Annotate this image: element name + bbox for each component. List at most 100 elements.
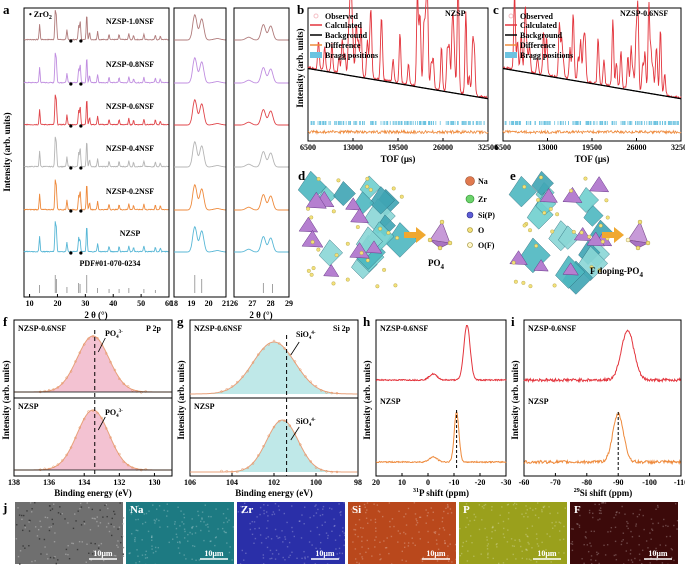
tick-label: 40 <box>109 299 117 308</box>
atom-legend: Na Zr Si(P) O O(F) <box>465 176 495 250</box>
panel-i-ylabel: Intensity (arb. units) <box>510 360 520 439</box>
data-point <box>126 463 130 467</box>
speckle <box>144 557 147 559</box>
data-point <box>320 468 323 472</box>
pdf-label: PDF#01-070-0234 <box>80 259 141 268</box>
panel-a-xlabel-right: 2 θ (°) <box>249 310 272 320</box>
speckle <box>656 504 659 507</box>
speckle <box>326 537 329 539</box>
speckle <box>266 527 268 529</box>
scale-label: 10μm <box>315 549 335 558</box>
speckle <box>638 513 640 516</box>
data-point <box>52 388 55 391</box>
speckle <box>492 557 494 560</box>
speckle <box>634 557 636 560</box>
speckle <box>626 525 628 527</box>
oxygen-atom <box>569 188 574 193</box>
speckle <box>362 527 364 529</box>
speckle <box>151 545 153 547</box>
speckle <box>614 526 617 529</box>
oxygen-atom <box>600 239 605 244</box>
speckle <box>197 510 199 513</box>
speckle <box>195 559 197 561</box>
speckle <box>154 522 156 524</box>
speckle <box>183 523 185 525</box>
speckle <box>405 513 407 515</box>
peak-fill <box>190 342 358 394</box>
speckle <box>195 525 198 528</box>
data-point <box>96 336 99 340</box>
panel-f-tag: P 2p <box>146 324 161 333</box>
legend-observed-marker <box>508 13 514 19</box>
speckle <box>425 522 427 524</box>
speckle <box>375 536 377 538</box>
speckle <box>451 561 453 563</box>
speckle <box>68 557 71 560</box>
speckle <box>313 515 315 517</box>
speckle <box>51 518 53 521</box>
speckle <box>291 526 293 529</box>
speckle <box>418 531 420 533</box>
speckle <box>227 508 229 510</box>
speckle <box>155 550 157 553</box>
speckle <box>407 507 410 510</box>
data-point <box>74 436 77 440</box>
speckle <box>21 518 23 520</box>
speckle <box>129 552 131 554</box>
oxygen-atom <box>391 186 396 191</box>
speckle <box>389 520 391 523</box>
speckle <box>328 507 331 509</box>
speckle <box>388 552 390 555</box>
speckle <box>635 525 637 527</box>
scale-label: 10μm <box>648 549 668 558</box>
speckle <box>507 529 509 531</box>
speckle <box>559 539 561 541</box>
speckle <box>262 563 265 565</box>
speckle <box>191 527 193 529</box>
speckle <box>507 503 510 506</box>
speckle <box>67 544 69 547</box>
legend-background: Background <box>325 31 368 40</box>
speckle <box>600 512 602 515</box>
speckle <box>484 503 487 506</box>
speckle <box>106 515 108 518</box>
tick-label: 60 <box>165 299 173 308</box>
speckle <box>597 552 600 555</box>
speckle <box>265 511 268 513</box>
speckle <box>543 506 545 509</box>
speckle <box>253 521 256 523</box>
oxygen-atom <box>521 280 526 285</box>
data-point <box>246 466 249 470</box>
oxygen-atom <box>393 283 398 288</box>
speckle <box>525 512 527 514</box>
speckle <box>419 538 422 540</box>
speckle <box>520 545 522 548</box>
data-point <box>104 427 108 430</box>
speckle <box>240 505 242 508</box>
speckle <box>572 528 574 530</box>
panel-i-bottom-label: NZSP <box>528 397 549 406</box>
speckle <box>183 513 185 515</box>
speckle <box>607 531 609 533</box>
speckle <box>374 546 376 548</box>
speckle <box>442 527 445 529</box>
speckle <box>217 528 219 530</box>
speckle <box>189 531 191 534</box>
speckle <box>419 516 422 519</box>
speckle <box>121 535 124 537</box>
speckle <box>114 555 117 557</box>
speckle <box>595 559 597 562</box>
speckle <box>397 530 400 532</box>
speckle <box>536 543 539 545</box>
speckle <box>641 563 643 565</box>
speckle <box>415 518 417 520</box>
speckle <box>590 530 593 532</box>
speckle <box>603 544 605 547</box>
speckle <box>79 507 81 510</box>
speckle <box>536 538 538 540</box>
speckle <box>21 514 23 517</box>
panel-i-x-ticks: -60 -70 -80 -90 -100 -110 <box>519 473 685 487</box>
speckle <box>630 530 632 533</box>
speckle <box>375 530 377 532</box>
